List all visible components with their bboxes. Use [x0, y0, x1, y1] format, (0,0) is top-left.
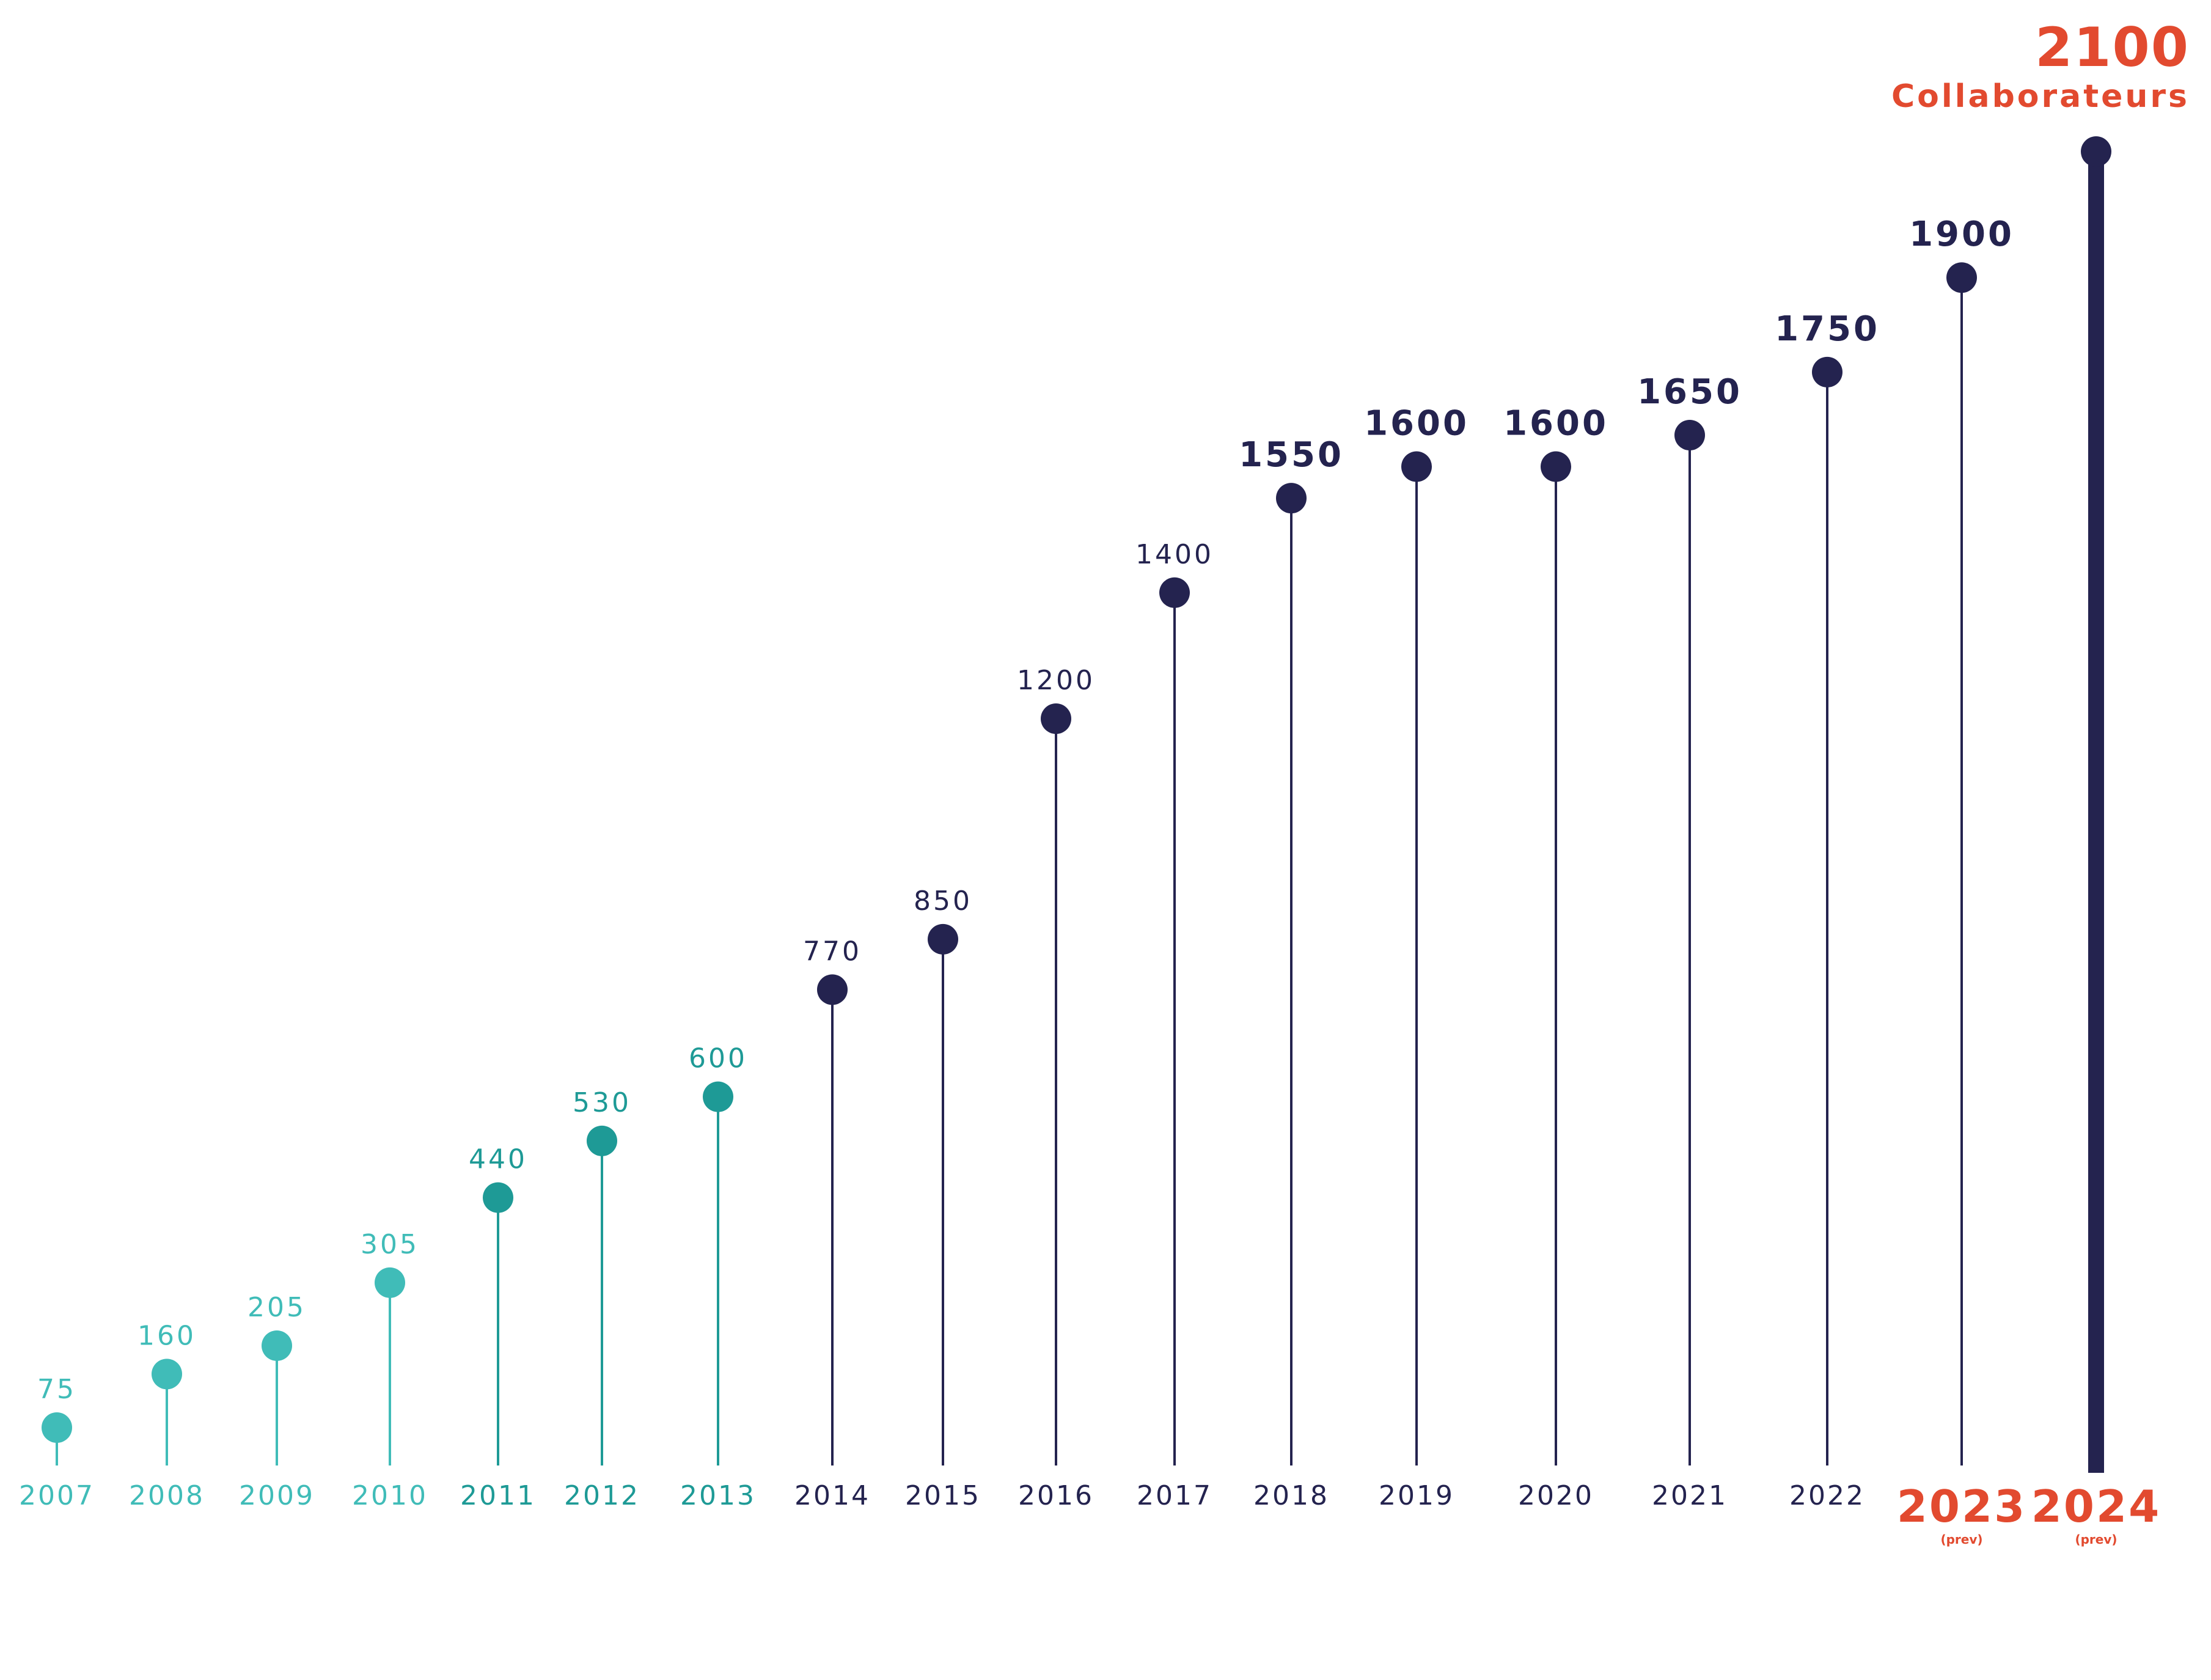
year-label-2022: 2022: [1789, 1480, 1865, 1511]
year-label-2020: 2020: [1518, 1480, 1594, 1511]
year-label-2010: 2010: [352, 1480, 428, 1511]
headline-value: 2100: [2035, 16, 2190, 79]
value-label-2022: 1750: [1775, 309, 1880, 349]
year-label-2013: 2013: [680, 1480, 756, 1511]
year-label-2023: 2023: [1897, 1481, 2026, 1532]
year-label-2018: 2018: [1253, 1480, 1329, 1511]
dot-2020: [1541, 451, 1571, 482]
dot-2024: [2081, 136, 2111, 167]
year-label-2009: 2009: [239, 1480, 315, 1511]
value-label-2016: 1200: [1017, 665, 1095, 696]
year-label-2017: 2017: [1137, 1480, 1212, 1511]
year-label-2015: 2015: [905, 1480, 981, 1511]
year-label-2012: 2012: [564, 1480, 640, 1511]
value-label-2009: 205: [248, 1292, 306, 1323]
value-label-2007: 75: [37, 1374, 76, 1405]
value-label-2019: 1600: [1364, 404, 1469, 444]
dot-2016: [1041, 703, 1071, 734]
value-label-2008: 160: [138, 1320, 196, 1351]
value-label-2015: 850: [914, 886, 972, 917]
forecast-note-2024: (prev): [2075, 1532, 2117, 1547]
value-label-2017: 1400: [1135, 539, 1214, 570]
headline: 2100 Collaborateurs: [1891, 16, 2190, 116]
dot-2015: [928, 923, 958, 955]
dot-2009: [262, 1330, 292, 1361]
value-label-2010: 305: [361, 1229, 419, 1260]
forecast-note-2023: (prev): [1940, 1532, 1982, 1547]
dot-2012: [587, 1125, 617, 1156]
headline-label: Collaborateurs: [1891, 78, 2190, 115]
value-label-2012: 530: [573, 1087, 631, 1118]
value-label-2013: 600: [689, 1043, 747, 1074]
dot-2007: [42, 1412, 72, 1443]
dot-2011: [483, 1182, 513, 1213]
year-label-2011: 2011: [460, 1480, 536, 1511]
dot-2013: [703, 1081, 733, 1112]
year-label-2016: 2016: [1018, 1480, 1094, 1511]
year-label-2021: 2021: [1652, 1480, 1728, 1511]
dot-2019: [1401, 451, 1432, 482]
dot-2022: [1812, 356, 1843, 387]
value-label-2023: 1900: [1909, 215, 2014, 254]
value-label-2018: 1550: [1239, 435, 1344, 475]
value-label-2014: 770: [803, 936, 862, 967]
value-label-2021: 1650: [1637, 372, 1742, 412]
year-label-2007: 2007: [19, 1480, 95, 1511]
year-label-2024: 2024: [2031, 1481, 2161, 1532]
year-label-2019: 2019: [1379, 1480, 1454, 1511]
dot-2017: [1159, 577, 1190, 608]
value-label-2020: 1600: [1503, 404, 1608, 444]
dot-2021: [1674, 420, 1705, 450]
dot-2008: [152, 1359, 182, 1390]
dot-2018: [1276, 483, 1307, 514]
year-label-2008: 2008: [129, 1480, 205, 1511]
dot-2014: [817, 974, 848, 1005]
dot-2010: [375, 1267, 405, 1298]
dot-2023: [1946, 262, 1977, 293]
year-label-2014: 2014: [794, 1480, 870, 1511]
value-label-2011: 440: [469, 1144, 527, 1175]
